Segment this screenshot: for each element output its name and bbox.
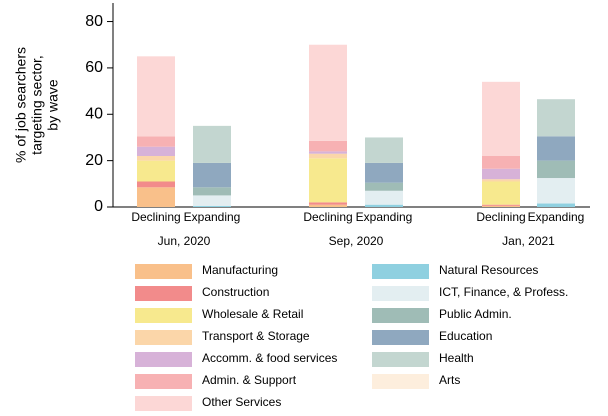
bar-segment	[482, 168, 520, 180]
group-label: Jun, 2020	[158, 234, 211, 248]
bar-segment	[482, 205, 520, 207]
legend-swatch	[135, 264, 192, 279]
legend-label: Admin. & Support	[202, 373, 297, 387]
legend-swatch	[135, 396, 192, 411]
x-tick-label: Declining	[476, 210, 525, 224]
y-tick-label: 60	[85, 59, 103, 76]
bar-segment	[537, 203, 575, 207]
bar-segment	[137, 136, 175, 147]
bar-segment	[537, 178, 575, 204]
bar-segment	[482, 81, 520, 156]
legend-swatch	[135, 286, 192, 301]
bar-segment	[309, 140, 347, 152]
bar-segment	[482, 204, 520, 206]
bar-segment	[309, 204, 347, 207]
x-tick-label: Expanding	[184, 210, 241, 224]
bar-segment	[365, 137, 403, 163]
legend-swatch	[372, 352, 429, 367]
legend-label: ICT, Finance, & Profess.	[439, 285, 568, 299]
bar-segment	[137, 146, 175, 156]
bar-segment	[537, 136, 575, 161]
bar-segment	[137, 156, 175, 161]
legend-swatch	[372, 264, 429, 279]
x-tick-label: Expanding	[528, 210, 585, 224]
bar-segment	[537, 99, 575, 137]
bar-segment	[137, 187, 175, 207]
legend-swatch	[372, 286, 429, 301]
bar-segment	[482, 181, 520, 205]
group-label: Jan, 2021	[502, 234, 555, 248]
bar-segment	[309, 151, 347, 154]
legend-label: Manufacturing	[202, 263, 278, 277]
bar-segment	[137, 160, 175, 182]
legend-swatch	[372, 374, 429, 389]
bar-segment	[193, 125, 231, 163]
bar-segment	[193, 187, 231, 196]
bar-segment	[365, 182, 403, 191]
y-tick-label: 20	[85, 152, 103, 169]
legend-label: Public Admin.	[439, 307, 512, 321]
bar-segment	[137, 56, 175, 137]
legend-swatch	[135, 374, 192, 389]
legend-label: Transport & Storage	[202, 329, 310, 343]
legend-label: Accomm. & food services	[202, 351, 337, 365]
bar-segment	[482, 179, 520, 182]
y-tick-label: 80	[85, 13, 103, 30]
bar-segment	[365, 162, 403, 183]
bar-segment	[482, 156, 520, 169]
y-tick-label: 0	[94, 198, 103, 215]
bar-segment	[309, 202, 347, 205]
bar-segment	[193, 162, 231, 188]
x-tick-label: Declining	[303, 210, 352, 224]
legend-label: Health	[439, 351, 474, 365]
legend-label: Construction	[202, 285, 269, 299]
y-tick-label: 40	[85, 105, 103, 122]
legend-label: Education	[439, 329, 492, 343]
group-label: Sep, 2020	[329, 234, 384, 248]
bar-segment	[365, 204, 403, 207]
x-tick-label: Declining	[131, 210, 180, 224]
legend-swatch	[135, 352, 192, 367]
x-tick-label: Expanding	[356, 210, 413, 224]
bar-segment	[537, 160, 575, 179]
bar-segment	[309, 44, 347, 141]
y-axis-label: by wave	[45, 79, 61, 131]
y-axis-label: targeting sector,	[29, 55, 45, 155]
bar-segment	[365, 190, 403, 205]
bar-segment	[309, 158, 347, 203]
legend-label: Arts	[439, 373, 460, 387]
legend-swatch	[135, 330, 192, 345]
legend-label: Wholesale & Retail	[202, 307, 303, 321]
bar-segment	[137, 181, 175, 188]
legend-label: Natural Resources	[439, 263, 538, 277]
legend-label: Other Services	[202, 395, 281, 409]
y-axis-label: % of job searchers	[13, 47, 29, 163]
bar-segment	[193, 195, 231, 206]
bar-segment	[309, 153, 347, 159]
bar-segment	[193, 205, 231, 207]
legend-swatch	[372, 308, 429, 323]
legend-swatch	[135, 308, 192, 323]
legend-swatch	[372, 330, 429, 345]
